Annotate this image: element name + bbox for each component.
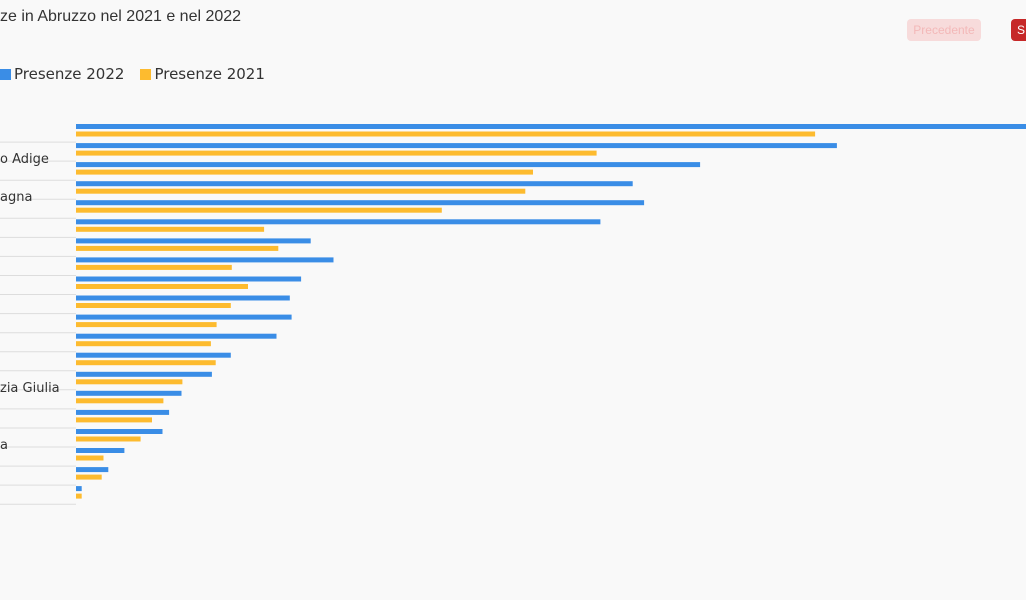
bar-presenze-2022[interactable]	[76, 371, 212, 377]
bar-presenze-2022[interactable]	[76, 181, 633, 187]
bar-presenze-2022[interactable]	[76, 352, 231, 358]
bar-presenze-2021[interactable]	[76, 398, 164, 404]
bar-presenze-2021[interactable]	[76, 322, 217, 328]
bar-presenze-2021[interactable]	[76, 284, 248, 289]
bar-presenze-2021[interactable]	[76, 436, 141, 442]
bar-presenze-2021[interactable]	[76, 150, 597, 156]
next-button[interactable]: S	[1011, 19, 1026, 41]
bar-presenze-2021[interactable]	[76, 379, 183, 385]
bar-presenze-2022[interactable]	[76, 448, 125, 453]
bar-presenze-2021[interactable]	[76, 264, 232, 270]
bar-presenze-2022[interactable]	[76, 124, 1026, 129]
bar-presenze-2022[interactable]	[76, 390, 182, 396]
bar-presenze-2022[interactable]	[76, 162, 701, 168]
chart-title: ze in Abruzzo nel 2021 e nel 2022	[0, 8, 242, 25]
bar-presenze-2021[interactable]	[76, 341, 211, 347]
bar-presenze-2022[interactable]	[76, 429, 163, 434]
bar-presenze-2022[interactable]	[76, 143, 837, 149]
bar-presenze-2022[interactable]	[76, 238, 311, 244]
bar-presenze-2022[interactable]	[76, 409, 170, 415]
bar-presenze-2022[interactable]	[76, 486, 82, 492]
legend-item-2021[interactable]: Presenze 2021	[140, 65, 265, 83]
bar-presenze-2021[interactable]	[76, 474, 102, 480]
bar-presenze-2021[interactable]	[76, 131, 816, 137]
bar-presenze-2022[interactable]	[76, 467, 109, 473]
bar-presenze-2022[interactable]	[76, 200, 645, 206]
bar-presenze-2021[interactable]	[76, 417, 152, 423]
legend-label-2021: Presenze 2021	[154, 65, 265, 83]
bar-presenze-2022[interactable]	[76, 219, 601, 225]
legend-item-2022[interactable]: Presenze 2022	[0, 65, 124, 83]
bar-presenze-2021[interactable]	[76, 455, 104, 461]
legend-swatch-2022	[0, 68, 11, 80]
bar-presenze-2021[interactable]	[76, 303, 231, 308]
bar-presenze-2022[interactable]	[76, 257, 334, 263]
bar-presenze-2021[interactable]	[76, 493, 82, 499]
bar-presenze-2022[interactable]	[76, 333, 277, 339]
bar-presenze-2021[interactable]	[76, 245, 279, 251]
chart-legend: Presenze 2022 Presenze 2021	[0, 64, 281, 84]
bar-presenze-2022[interactable]	[76, 295, 290, 301]
bar-presenze-2021[interactable]	[76, 360, 216, 366]
bar-presenze-2022[interactable]	[76, 276, 302, 282]
legend-label-2022: Presenze 2022	[14, 65, 125, 83]
legend-swatch-2021	[140, 68, 152, 80]
bar-presenze-2021[interactable]	[76, 207, 442, 213]
bar-presenze-2021[interactable]	[76, 226, 265, 232]
category-label: o Adige	[0, 152, 49, 167]
bar-presenze-2021[interactable]	[76, 188, 526, 194]
category-label: a	[0, 438, 8, 453]
previous-button[interactable]: Precedente	[907, 19, 981, 41]
bar-presenze-2021[interactable]	[76, 169, 533, 175]
bar-presenze-2022[interactable]	[76, 314, 292, 320]
category-label: agna	[0, 190, 32, 205]
category-label: zia Giulia	[0, 381, 60, 396]
